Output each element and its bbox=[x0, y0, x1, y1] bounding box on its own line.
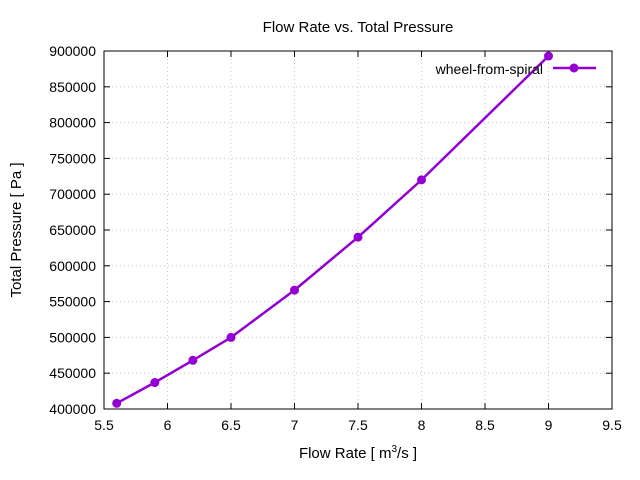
x-tick-label: 5.5 bbox=[94, 417, 114, 433]
y-tick-label: 700000 bbox=[49, 186, 96, 202]
grid bbox=[104, 51, 612, 409]
x-tick-label: 9 bbox=[545, 417, 553, 433]
y-tick-label: 900000 bbox=[49, 43, 96, 59]
data-point bbox=[226, 332, 236, 342]
x-tick-label: 6 bbox=[164, 417, 172, 433]
data-point bbox=[544, 51, 553, 61]
data-point bbox=[417, 175, 426, 185]
ticks: 5.5 6 6.5 7 7.5 8 8.5 9 9.5 400000 450000 500000 550… bbox=[49, 43, 622, 433]
x-tick-label: 6.5 bbox=[221, 417, 241, 433]
y-tick-label: 850000 bbox=[49, 79, 96, 95]
y-tick-label: 800000 bbox=[49, 115, 96, 131]
x-axis-title-main: Flow Rate [ m bbox=[299, 445, 392, 462]
x-tick-label: 9.5 bbox=[602, 417, 622, 433]
y-tick-label: 550000 bbox=[49, 294, 96, 310]
y-tick-label: 400000 bbox=[49, 401, 96, 417]
series-line bbox=[116, 55, 550, 405]
x-tick-label: 7 bbox=[291, 417, 299, 433]
x-tick-label: 8.5 bbox=[475, 417, 495, 433]
y-tick-label: 500000 bbox=[49, 329, 96, 345]
x-tick-label: 7.5 bbox=[348, 417, 368, 433]
data-point bbox=[150, 378, 160, 388]
x-axis-title: Flow Rate [ m3/s ] bbox=[299, 444, 417, 462]
y-tick-label: 450000 bbox=[49, 365, 96, 381]
legend-label: wheel-from-spiral bbox=[435, 61, 543, 77]
legend: wheel-from-spiral bbox=[435, 61, 596, 77]
data-point bbox=[188, 355, 198, 365]
x-tick-label: 8 bbox=[418, 417, 426, 433]
y-tick-label: 600000 bbox=[49, 258, 96, 274]
data-point bbox=[290, 285, 299, 295]
series bbox=[112, 51, 553, 408]
data-point bbox=[112, 398, 122, 408]
chart-title: Flow Rate vs. Total Pressure bbox=[263, 19, 454, 36]
x-axis-title-superscript: 3 bbox=[391, 444, 397, 455]
y-axis-title: Total Pressure [ Pa ] bbox=[8, 162, 25, 297]
y-tick-label: 750000 bbox=[49, 150, 96, 166]
y-tick-label: 650000 bbox=[49, 222, 96, 238]
legend-marker-swatch bbox=[569, 63, 579, 73]
data-point bbox=[353, 232, 363, 242]
x-axis-title-tail: /s ] bbox=[397, 445, 417, 462]
